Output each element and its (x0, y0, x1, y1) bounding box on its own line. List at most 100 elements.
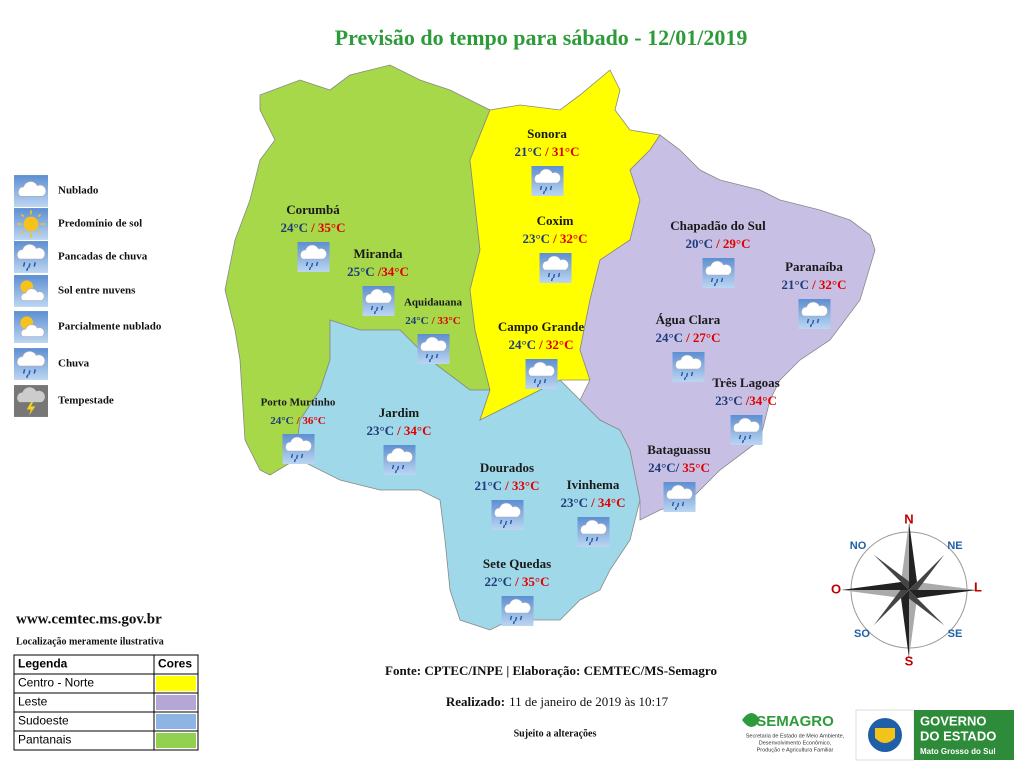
city-name: Porto Murtinho (261, 397, 336, 409)
weather-icon (14, 275, 48, 307)
weather-icon (14, 311, 48, 343)
note: Localização meramente ilustrativa (16, 636, 164, 647)
legend-header: Cores (158, 657, 192, 671)
weather-icon (297, 242, 330, 272)
legend-swatch (156, 695, 196, 710)
min-temperature: 23°C (560, 495, 588, 510)
city-name: Dourados (480, 460, 534, 475)
city-name: Coxim (537, 213, 574, 228)
government-state: Mato Grosso do Sul (920, 747, 996, 756)
city-temperature: 23°C/ 34°C (560, 495, 625, 510)
min-temperature: 20°C (685, 236, 713, 251)
min-temperature: 24°C (280, 220, 308, 235)
city-name: Chapadão do Sul (670, 218, 766, 233)
weather-icon (14, 208, 48, 240)
semagro-name: SEMAGRO (756, 713, 834, 730)
max-temperature: /34°C (745, 393, 777, 408)
max-temperature: / 32°C (811, 277, 846, 292)
government-logo (855, 709, 1014, 761)
government-line: DO ESTADO (920, 728, 996, 743)
icon-legend-label: Chuva (58, 358, 90, 370)
min-temperature: 24°C (405, 315, 428, 327)
compass-letter: S (905, 653, 914, 668)
legend-region: Pantanais (18, 733, 71, 747)
legend-region: Sudoeste (18, 714, 69, 728)
legend-region: Leste (18, 695, 48, 709)
city-temperature: 25°C/34°C (347, 264, 409, 279)
city-name: Ivinhema (567, 477, 620, 492)
city-temperature: 21°C/ 31°C (514, 144, 579, 159)
compass-letter: L (974, 579, 982, 594)
city-temperature: 22°C/ 35°C (484, 574, 549, 589)
weather-icon (539, 253, 572, 283)
compass-rose (841, 522, 977, 658)
generated: Nublado Predomínio de sol Pancadas de chuv… (13, 126, 996, 756)
weather-icon (501, 596, 534, 626)
city-name: Aquidauana (404, 297, 463, 309)
weather-icon (14, 175, 48, 207)
max-temperature: 35°C (682, 460, 710, 475)
city-temperature: 24°C/ 32°C (508, 337, 573, 352)
city-name: Sete Quedas (483, 556, 551, 571)
min-temperature: 22°C (484, 574, 512, 589)
city-temperature: 20°C/ 29°C (685, 236, 750, 251)
title: Previsão do tempo para sábado - 12/01/20… (335, 25, 748, 50)
compass-letter: SE (948, 628, 963, 640)
city-name: Paranaíba (785, 259, 843, 274)
source: Fonte: CPTEC/INPE | Elaboração: CEMTEC/M… (385, 663, 717, 678)
weather-icon (417, 334, 450, 364)
government-line: GOVERNO (920, 713, 986, 728)
website: www.cemtec.ms.gov.br (16, 611, 162, 627)
city-temperature: 24°C/ 33°C (405, 315, 461, 327)
made-line: Realizado: 11 de janeiro de 2019 às 10:17 (446, 694, 669, 709)
city-name: Jardim (379, 405, 420, 420)
state-map (224, 64, 876, 631)
weather-icon (702, 258, 735, 288)
weather-icon (531, 166, 564, 196)
max-temperature: / 27°C (685, 330, 720, 345)
city-name: Sonora (527, 126, 567, 141)
min-temperature: 24°C (508, 337, 536, 352)
min-temperature: 24°C/ (648, 460, 680, 475)
compass-letter: NE (947, 540, 962, 552)
icon-legend-label: Predomínio de sol (58, 218, 142, 230)
semagro-line: Desenvolvimento Econômico, (759, 740, 832, 746)
max-temperature: / 36°C (296, 415, 326, 427)
max-temperature: / 33°C (431, 315, 461, 327)
weather-icon (362, 286, 395, 316)
legend-swatch (156, 714, 196, 729)
city-temperature: 24°C/ 27°C (655, 330, 720, 345)
max-temperature: / 32°C (552, 231, 587, 246)
city-temperature: 23°C/34°C (715, 393, 777, 408)
semagro-logo: SEMAGRO (742, 713, 834, 730)
disclaimer: Sujeito a alterações (514, 728, 597, 739)
weather-icon (577, 517, 610, 547)
compass-letter: N (904, 511, 913, 526)
min-temperature: 21°C (781, 277, 809, 292)
weather-icon (14, 348, 48, 380)
made-label: Realizado: (446, 694, 505, 709)
city-name: Bataguassu (647, 442, 711, 457)
city-temperature: 21°C/ 32°C (781, 277, 846, 292)
weather-icon (383, 445, 416, 475)
min-temperature: 24°C (270, 415, 293, 427)
city-temperature: 23°C/ 34°C (366, 423, 431, 438)
min-temperature: 21°C (514, 144, 542, 159)
city-temperature: 23°C/ 32°C (522, 231, 587, 246)
city-temperature: 24°C/35°C (648, 460, 710, 475)
compass-letter: NO (850, 540, 867, 552)
legend-header: Legenda (18, 657, 68, 671)
weather-icon (672, 352, 705, 382)
city-temperature: 21°C/ 33°C (474, 478, 539, 493)
icon-legend-label: Sol entre nuvens (58, 285, 136, 297)
weather-icon (14, 241, 48, 273)
weather-icon (730, 415, 763, 445)
min-temperature: 21°C (474, 478, 502, 493)
max-temperature: / 34°C (590, 495, 625, 510)
compass-letter: SO (854, 628, 870, 640)
city-name: Campo Grande (498, 319, 585, 334)
city-name: Água Clara (656, 312, 721, 327)
min-temperature: 24°C (655, 330, 683, 345)
city-name: Corumbá (286, 202, 340, 217)
